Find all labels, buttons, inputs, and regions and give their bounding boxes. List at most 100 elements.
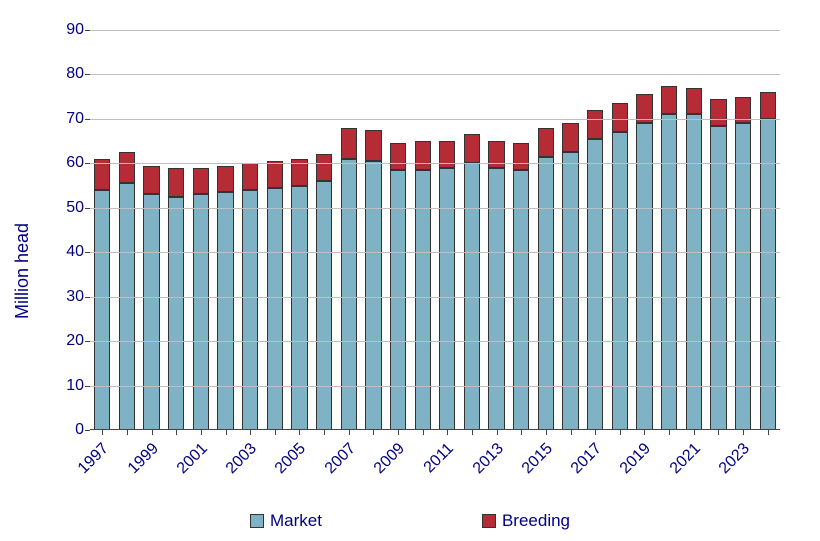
x-axis-label: 2023 — [716, 440, 754, 478]
bar-segment-breeding — [661, 86, 677, 115]
bar-segment-market — [143, 194, 159, 430]
gridline — [90, 208, 780, 209]
bar-segment-market — [267, 188, 283, 430]
bar-segment-market — [193, 194, 209, 430]
y-tick-label: 90 — [44, 21, 84, 39]
legend-item-market: Market — [250, 511, 322, 531]
bar-segment-breeding — [760, 92, 776, 119]
bar-segment-breeding — [119, 152, 135, 183]
y-tick-mark — [85, 208, 90, 209]
bar-segment-market — [760, 119, 776, 430]
y-tick-mark — [85, 297, 90, 298]
bar-segment-market — [538, 157, 554, 430]
legend-label-market: Market — [270, 511, 322, 531]
y-tick-mark — [85, 30, 90, 31]
bars-container — [90, 30, 780, 430]
bar-segment-market — [341, 159, 357, 430]
bar-segment-market — [513, 170, 529, 430]
bar-segment-breeding — [242, 163, 258, 190]
bar-segment-breeding — [538, 128, 554, 157]
bar-segment-breeding — [587, 110, 603, 139]
bar-segment-breeding — [464, 134, 480, 163]
bar-segment-breeding — [415, 141, 431, 170]
gridline — [90, 341, 780, 342]
legend: Market Breeding — [0, 511, 820, 531]
bar-segment-breeding — [168, 168, 184, 197]
x-axis-label: 2001 — [174, 440, 212, 478]
plot-area: 0102030405060708090 — [90, 30, 780, 430]
bar-segment-breeding — [390, 143, 406, 170]
gridline — [90, 386, 780, 387]
bar-segment-market — [636, 123, 652, 430]
y-tick-mark — [85, 386, 90, 387]
x-axis-label: 2013 — [469, 440, 507, 478]
bar-segment-market — [217, 192, 233, 430]
bar-segment-breeding — [562, 123, 578, 152]
y-tick-label: 70 — [44, 110, 84, 128]
bar-segment-market — [710, 126, 726, 430]
bar-segment-breeding — [710, 99, 726, 126]
gridline — [90, 74, 780, 75]
y-tick-label: 50 — [44, 199, 84, 217]
gridline — [90, 119, 780, 120]
x-axis-label: 2003 — [223, 440, 261, 478]
y-tick-mark — [85, 430, 90, 431]
gridline — [90, 163, 780, 164]
y-tick-mark — [85, 74, 90, 75]
bar-segment-breeding — [612, 103, 628, 132]
y-tick-label: 0 — [44, 421, 84, 439]
bar-segment-breeding — [143, 166, 159, 195]
bar-segment-market — [365, 161, 381, 430]
stacked-bar-chart: Million head 0102030405060708090 1997199… — [0, 0, 820, 541]
y-tick-label: 60 — [44, 154, 84, 172]
legend-swatch-market — [250, 514, 264, 528]
x-axis-line — [90, 429, 780, 430]
x-axis-label: 1997 — [75, 440, 113, 478]
x-axis-label: 2009 — [371, 440, 409, 478]
legend-item-breeding: Breeding — [482, 511, 570, 531]
bar-segment-market — [242, 190, 258, 430]
y-tick-label: 30 — [44, 288, 84, 306]
x-axis-label: 2011 — [421, 440, 458, 477]
y-tick-label: 80 — [44, 65, 84, 83]
bar-segment-market — [661, 114, 677, 430]
y-tick-mark — [85, 119, 90, 120]
x-axis-label: 2005 — [272, 440, 310, 478]
y-tick-label: 20 — [44, 332, 84, 350]
y-tick-mark — [85, 163, 90, 164]
y-tick-mark — [85, 341, 90, 342]
bar-segment-market — [390, 170, 406, 430]
bar-segment-breeding — [193, 168, 209, 195]
gridline — [90, 297, 780, 298]
gridline — [90, 252, 780, 253]
y-tick-label: 40 — [44, 243, 84, 261]
y-axis-label: Million head — [12, 222, 33, 318]
bar-segment-market — [562, 152, 578, 430]
bar-segment-market — [291, 186, 307, 430]
legend-swatch-breeding — [482, 514, 496, 528]
bar-segment-market — [735, 123, 751, 430]
bar-segment-breeding — [365, 130, 381, 161]
x-axis-labels: 1997199920012003200520072009201120132015… — [90, 432, 780, 502]
bar-segment-breeding — [316, 154, 332, 181]
x-axis-label: 2007 — [322, 440, 360, 478]
x-axis-label: 2019 — [617, 440, 655, 478]
bar-segment-breeding — [341, 128, 357, 159]
bar-segment-breeding — [217, 166, 233, 193]
y-tick-label: 10 — [44, 377, 84, 395]
bar-segment-breeding — [513, 143, 529, 170]
x-axis-label: 2021 — [667, 440, 705, 478]
bar-segment-market — [316, 181, 332, 430]
bar-segment-market — [415, 170, 431, 430]
bar-segment-market — [94, 190, 110, 430]
x-axis-label: 1999 — [124, 440, 162, 478]
bar-segment-breeding — [686, 88, 702, 115]
x-axis-label: 2015 — [519, 440, 557, 478]
gridline — [90, 30, 780, 31]
bar-segment-breeding — [267, 161, 283, 188]
bar-segment-market — [168, 197, 184, 430]
legend-label-breeding: Breeding — [502, 511, 570, 531]
bar-segment-market — [119, 183, 135, 430]
x-axis-label: 2017 — [568, 440, 606, 478]
y-tick-mark — [85, 252, 90, 253]
